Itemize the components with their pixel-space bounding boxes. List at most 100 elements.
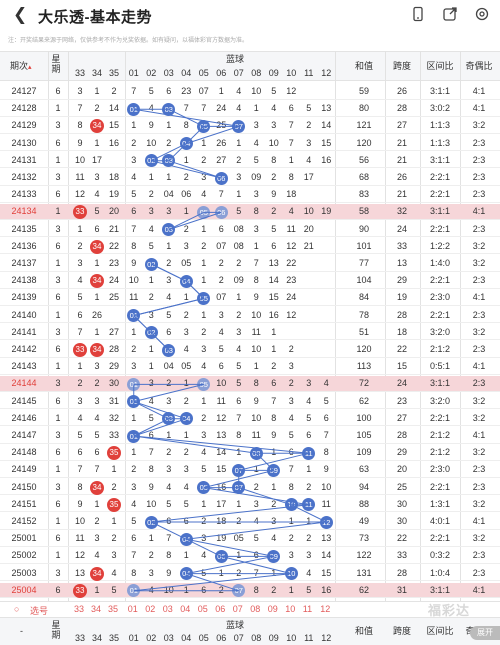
- miss-count-cell: 5: [218, 344, 224, 354]
- table-row[interactable]: 24144 3 2 2 30 01 3 2 1 05 10 5 8 6 2 3 4 72 24 3:1:1 2:3: [0, 376, 500, 392]
- chevron-down-icon[interactable]: ⌄: [141, 6, 152, 20]
- zone-ratio-cell: 2:2:1: [429, 412, 451, 423]
- tail-cell: 17: [91, 154, 102, 165]
- share-icon[interactable]: [442, 6, 458, 22]
- period-cell: 24129: [11, 120, 37, 131]
- miss-count-cell: 1: [306, 516, 312, 526]
- miss-count-cell: 2: [148, 292, 154, 303]
- period-header[interactable]: 期次▴: [10, 61, 32, 71]
- miss-count-cell: 2: [148, 189, 154, 200]
- table-row[interactable]: 24149 1 7 7 1 2 8 3 3 5 15 07 1 09 7 1 9 63 20 2:3:0 2:3: [0, 462, 500, 478]
- table-row[interactable]: 25004 6 33 1 5 01 4 10 1 6 2 07 8 2 1 5 16 62 31 3:1:1 4:1: [0, 582, 500, 599]
- picker-blue-4[interactable]: 04: [180, 604, 191, 614]
- miss-count-cell: 3: [148, 567, 154, 578]
- blue-ball-04: 04: [179, 532, 193, 546]
- miss-count-cell: 6: [218, 223, 224, 234]
- picker-blue-5[interactable]: 05: [197, 604, 208, 614]
- table-row[interactable]: 24133 6 12 4 19 5 2 04 06 4 7 1 3 9 18 83 21 2:2:1 2:3: [0, 187, 500, 203]
- miss-count-cell: 4: [148, 103, 154, 114]
- miss-count-cell: 22: [286, 258, 297, 268]
- table-row[interactable]: 24130 6 9 1 16 2 10 2 04 1 26 1 4 10 7 3 15 120 21 1:1:3 2:3: [0, 136, 500, 152]
- zone-ratio-cell: 2:1:2: [429, 430, 451, 440]
- miss-count-cell: 2: [201, 326, 207, 337]
- table-row[interactable]: 24134 1 33 5 20 6 3 3 1 05 06 5 8 2 4 10 19 58 32 3:1:1 4:1: [0, 204, 500, 220]
- span-cell: 15: [396, 361, 407, 372]
- table-row[interactable]: 24137 1 3 1 23 9 02 2 05 1 2 2 7 13 22 77 13 1:4:0 3:2: [0, 256, 500, 272]
- table-row[interactable]: 24127 6 3 1 2 7 5 6 23 07 1 4 10 5 12 59 26 3:1:1 4:1: [0, 84, 500, 100]
- table-row[interactable]: 25001 6 11 3 2 6 1 7 04 3 19 05 5 4 2 2 13 73 22 2:2:1 3:2: [0, 531, 500, 547]
- picker-blue-7[interactable]: 07: [232, 604, 243, 614]
- miss-count-cell: 5: [236, 361, 242, 372]
- weekday-cell: 1: [55, 154, 61, 165]
- table-row[interactable]: 24151 6 9 1 35 4 10 5 5 1 17 1 3 2 10 11 11 88 30 1:3:1 3:2: [0, 497, 500, 513]
- picker-blue-12[interactable]: 12: [320, 604, 331, 614]
- tail-cell: 5: [77, 292, 83, 303]
- table-row[interactable]: 24128 1 7 2 14 01 4 03 7 7 24 4 1 4 6 5 13 80 28 3:0:2 4:1: [0, 101, 500, 117]
- picker-tail-3[interactable]: 35: [108, 604, 119, 614]
- footer-zone: 区间比: [426, 626, 454, 636]
- miss-count-cell: 3: [201, 344, 207, 354]
- table-row[interactable]: 24141 3 7 1 27 1 02 6 3 2 4 3 11 1 51 18 3:2:0 3:2: [0, 325, 500, 341]
- red-ball-33: 33: [73, 343, 87, 357]
- picker-blue-8[interactable]: 08: [250, 604, 261, 614]
- table-row[interactable]: 24135 3 1 6 21 7 4 03 2 1 6 08 3 5 11 20 90 24 2:2:1 2:3: [0, 222, 500, 238]
- tail-33-header: 33: [74, 68, 85, 78]
- blue-ball-01: 01: [127, 102, 141, 116]
- span-cell: 32: [396, 206, 407, 217]
- blue-ball-02: 02: [144, 515, 158, 529]
- miss-count-cell: 10: [128, 275, 139, 286]
- table-row[interactable]: 24150 3 8 34 2 3 9 4 4 05 16 07 2 1 8 2 10 94 25 2:2:1 2:3: [0, 480, 500, 496]
- table-row[interactable]: 24138 3 4 34 24 10 1 3 04 1 2 09 8 14 23 104 29 2:2:1 2:3: [0, 273, 500, 289]
- table-row[interactable]: 24139 6 5 1 25 11 2 4 1 05 07 1 9 15 24 84 19 2:3:0 4:1: [0, 290, 500, 306]
- table-row[interactable]: 25002 1 12 4 3 7 2 8 1 4 06 1 6 09 3 3 14 122 33 0:3:2 2:3: [0, 548, 500, 564]
- table-row[interactable]: 24143 1 1 3 29 3 1 04 05 4 6 5 1 2 3 113 15 0:5:1 4:1: [0, 359, 500, 375]
- sum-cell: 90: [358, 223, 369, 234]
- table-row[interactable]: 24131 1 10 17 3 02 03 1 2 27 2 5 8 1 4 16 56 21 3:1:1 2:3: [0, 153, 500, 169]
- tail-cell: 3: [77, 86, 83, 96]
- period-cell: 24127: [11, 86, 37, 96]
- picker-radio-icon[interactable]: ○: [14, 604, 20, 614]
- back-icon[interactable]: ❮: [13, 5, 28, 25]
- picker-blue-6[interactable]: 06: [215, 604, 226, 614]
- blue-ball-06: 06: [214, 205, 228, 219]
- table-row[interactable]: 24148 6 6 6 35 1 7 2 2 4 14 1 08 1 6 11 8 109 29 2:1:2 3:2: [0, 445, 500, 461]
- sum-cell: 101: [356, 240, 372, 251]
- picker-blue-1[interactable]: 01: [127, 604, 138, 614]
- miss-count-cell: 4: [288, 206, 294, 217]
- tail-cell: 2: [94, 516, 100, 526]
- miss-count-cell: 5: [148, 412, 154, 423]
- blue-ball-12: 12: [319, 515, 333, 529]
- miss-count-cell: 2: [288, 378, 294, 389]
- settings-icon[interactable]: [474, 6, 490, 22]
- miss-count-cell: 1: [201, 223, 207, 234]
- column-divider: [125, 51, 126, 609]
- phone-icon[interactable]: [410, 6, 426, 22]
- table-row[interactable]: 24129 3 8 34 15 1 9 1 8 05 25 07 3 3 7 2 14 121 27 1:1:3 3:2: [0, 118, 500, 134]
- picker-blue-11[interactable]: 11: [302, 604, 313, 614]
- picker-tail-2[interactable]: 34: [91, 604, 102, 614]
- picker-blue-10[interactable]: 10: [285, 604, 296, 614]
- table-row[interactable]: 25003 3 13 34 4 8 3 9 04 5 1 2 7 1 10 4 15 131 28 1:0:4 2:3: [0, 566, 500, 582]
- miss-count-cell: 11: [251, 430, 261, 440]
- table-row[interactable]: 24146 1 4 4 32 1 5 03 04 2 12 7 10 8 4 5 6 100 27 2:2:1 3:2: [0, 411, 500, 427]
- tail-cell: 1: [94, 86, 100, 96]
- unfold-button[interactable]: 展开: [470, 626, 500, 640]
- miss-count-cell: 3: [201, 533, 207, 544]
- picker-blue-9[interactable]: 09: [267, 604, 278, 614]
- table-row[interactable]: 24140 1 6 26 01 3 5 2 1 3 2 10 16 12 78 28 2:2:1 2:3: [0, 308, 500, 324]
- table-row[interactable]: 24136 6 2 34 22 8 5 1 3 2 07 08 1 6 12 21 101 33 1:2:2 3:2: [0, 239, 500, 255]
- picker-blue-3[interactable]: 03: [162, 604, 173, 614]
- miss-count-cell: 17: [216, 498, 227, 509]
- miss-count-cell: 7: [131, 223, 137, 234]
- table-row[interactable]: 24152 1 10 2 1 5 02 6 6 2 18 2 4 3 1 1 12 49 30 4:0:1 4:1: [0, 514, 500, 530]
- picker-tail-1[interactable]: 33: [74, 604, 85, 614]
- table-row[interactable]: 24147 3 5 5 33 01 6 1 1 3 13 8 11 9 5 6 7 105 28 2:1:2 4:1: [0, 428, 500, 444]
- zone-ratio-cell: 2:2:1: [429, 533, 451, 544]
- miss-count-cell: 1: [271, 567, 277, 578]
- table-row[interactable]: 24142 6 33 34 28 2 1 03 4 3 5 4 10 1 2 120 22 2:1:2 2:3: [0, 342, 500, 358]
- miss-count-cell: 2: [201, 154, 207, 165]
- table-row[interactable]: 24132 3 11 3 18 4 1 1 2 3 06 3 09 2 8 17 68 26 2:2:1 2:3: [0, 170, 500, 186]
- table-row[interactable]: 24145 6 3 3 31 01 4 3 2 1 11 6 9 7 3 4 5 62 23 3:2:0 3:2: [0, 394, 500, 410]
- miss-count-cell: 1: [131, 412, 137, 423]
- picker-blue-2[interactable]: 02: [145, 604, 156, 614]
